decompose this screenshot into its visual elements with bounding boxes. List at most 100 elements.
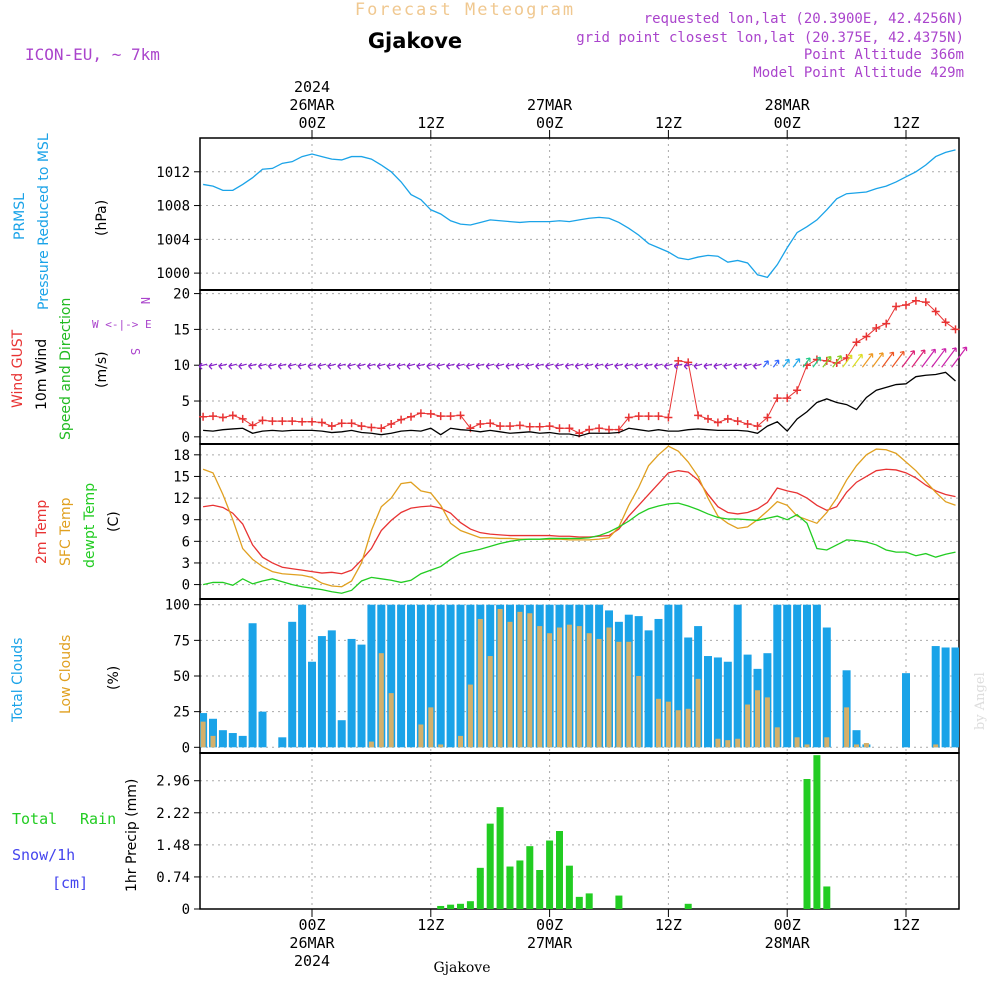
temp-dewpt-title: dewpt Temp <box>82 483 98 568</box>
wind-direction-arrow <box>663 362 673 370</box>
low-cloud-bar <box>755 690 760 748</box>
gust-marker <box>397 415 406 424</box>
wind-direction-arrow <box>812 356 821 368</box>
y-tick-label: 0 <box>182 902 190 918</box>
precip-panel: 0 0.74 1.48 2.22 2.96 <box>156 752 960 918</box>
low-cloud-bar <box>547 633 553 748</box>
gust-marker <box>773 394 782 403</box>
total-cloud-bar <box>238 735 247 748</box>
precip-bar <box>684 903 692 909</box>
low-cloud-bar <box>804 744 810 748</box>
total-cloud-bar <box>218 730 227 748</box>
gust-marker <box>793 386 802 395</box>
bottom-date-label: 28MAR <box>765 934 811 952</box>
wind-direction-arrow <box>327 362 336 370</box>
y-tick-label: 1000 <box>156 266 190 282</box>
temp-sfc-line <box>202 445 956 588</box>
total-cloud-bar <box>308 661 316 748</box>
y-tick-label: 15 <box>173 469 190 485</box>
wind-direction-arrow <box>802 357 811 368</box>
wind-direction-arrow <box>941 347 957 368</box>
gust-marker <box>664 413 673 422</box>
low-cloud-bar <box>210 735 216 748</box>
gust-marker <box>288 417 297 426</box>
pressure-title-2: Pressure Reduced to MSL <box>36 133 52 310</box>
total-cloud-bar <box>723 661 732 748</box>
bottom-tick-label: 00Z <box>298 916 325 934</box>
gust-marker <box>555 424 564 433</box>
wind-direction-arrow <box>347 362 356 370</box>
gust-marker <box>268 417 277 426</box>
wind-10m-title: 10m Wind <box>34 339 50 410</box>
gust-marker <box>624 413 633 422</box>
y-tick-label: 12 <box>173 491 190 507</box>
gust-marker <box>367 423 376 432</box>
gust-marker <box>357 422 366 431</box>
y-tick-label: 75 <box>173 633 190 649</box>
low-cloud-bar <box>477 618 483 748</box>
gust-marker <box>694 411 703 420</box>
wind-direction-arrow <box>357 362 366 370</box>
low-cloud-bar <box>497 608 503 748</box>
precip-total-label: Total <box>12 810 57 828</box>
bottom-year-label: 2024 <box>294 952 330 970</box>
gust-marker <box>931 307 940 316</box>
precip-title: 1hr Precip (mm) <box>124 779 140 892</box>
wind-direction-arrow <box>693 362 703 370</box>
low-cloud-bar <box>537 626 543 748</box>
wind-direction-arrow <box>822 355 832 368</box>
wind-direction-arrow <box>723 362 732 370</box>
total-cloud-bar <box>446 604 455 748</box>
gust-marker <box>337 419 346 428</box>
total-cloud-bar <box>456 604 465 748</box>
low-cloud-bar <box>200 721 206 748</box>
wind-gust-title: Wind GUST <box>10 329 26 408</box>
gust-marker <box>951 325 960 334</box>
low-cloud-bar <box>557 627 562 748</box>
low-cloud-bar <box>715 738 721 748</box>
precip-bar <box>565 865 573 909</box>
gust-marker <box>852 338 861 347</box>
temp-unit: (C) <box>106 511 122 532</box>
wind-direction-arrow <box>277 362 287 370</box>
total-cloud-bar <box>357 644 366 748</box>
low-cloud-bar <box>467 684 473 748</box>
low-cloud-bar <box>368 741 374 748</box>
bottom-tick-label: 12Z <box>892 916 919 934</box>
wind-direction-arrow <box>654 362 663 370</box>
wind-direction-arrow <box>228 362 237 370</box>
wind-direction-arrow <box>416 362 426 370</box>
wind-direction-arrow <box>258 362 267 370</box>
wind-direction-arrow <box>218 362 228 370</box>
gust-marker <box>753 422 762 431</box>
header-grid-point: grid point closest lon,lat (20.375E, 42.… <box>576 30 964 46</box>
total-cloud-bar <box>902 673 910 748</box>
total-cloud-bar <box>407 604 415 748</box>
total-cloud-bar <box>684 637 693 748</box>
watermark: by Angel <box>973 672 988 730</box>
header-title: Forecast Meteogram <box>355 0 575 20</box>
temp-dewpt-line <box>202 502 956 594</box>
total-cloud-bar <box>209 718 217 748</box>
low-cloud-bar <box>656 698 661 748</box>
wind-direction-arrow <box>733 362 742 370</box>
wind-direction-arrow <box>198 362 208 370</box>
low-cloud-bar <box>774 727 780 748</box>
total-cloud-bar <box>931 646 940 748</box>
footer-location: Gjakove <box>434 960 491 976</box>
gust-marker <box>308 417 316 426</box>
gust-marker <box>238 414 247 423</box>
wind-direction-arrow <box>931 347 947 368</box>
precip-bar <box>457 903 464 909</box>
gust-marker <box>882 319 891 328</box>
wind-direction-arrow <box>505 362 515 370</box>
gust-marker <box>941 318 950 327</box>
wind-direction-arrow <box>713 362 723 370</box>
gust-marker <box>862 332 871 341</box>
gust-marker <box>644 412 653 421</box>
total-cloud-bar <box>298 604 307 748</box>
wind-direction-arrow <box>772 359 780 368</box>
wind-direction-arrow <box>515 362 525 370</box>
wind-direction-arrow <box>555 362 564 370</box>
gust-marker <box>763 413 772 422</box>
